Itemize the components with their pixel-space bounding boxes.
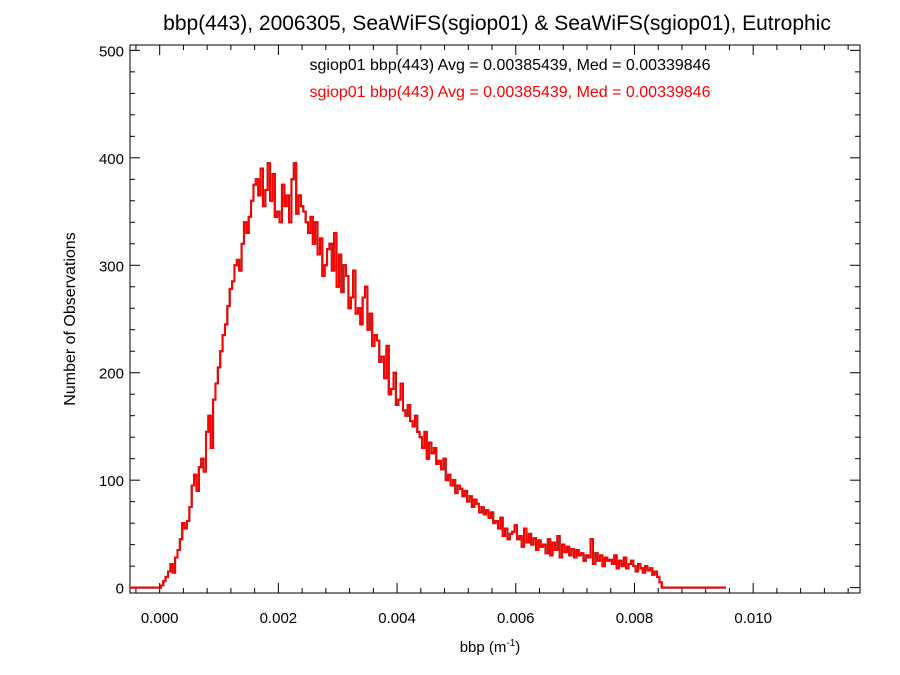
annotation-red: sgiop01 bbp(443) Avg = 0.00385439, Med =… xyxy=(310,84,711,101)
x-tick-label: 0.006 xyxy=(497,610,535,627)
plot-frame xyxy=(129,44,861,594)
y-tick-label: 500 xyxy=(99,43,124,60)
histogram-series-black xyxy=(130,162,726,589)
x-axis-tick-labels: 0.000 0.002 0.004 0.006 0.008 0.010 xyxy=(141,610,772,627)
y-axis-tick-labels: 0 100 200 300 400 500 xyxy=(99,43,124,597)
x-tick-label: 0.004 xyxy=(378,610,416,627)
y-tick-label: 200 xyxy=(99,366,124,383)
x-tick-label: 0.010 xyxy=(734,610,772,627)
y-axis-ticks xyxy=(130,49,860,589)
x-axis-ticks xyxy=(135,45,849,593)
y-tick-label: 100 xyxy=(99,473,124,490)
annotation-black: sgiop01 bbp(443) Avg = 0.00385439, Med =… xyxy=(310,57,711,74)
y-tick-label: 300 xyxy=(99,258,124,275)
x-tick-label: 0.008 xyxy=(616,610,654,627)
y-tick-label: 0 xyxy=(116,581,124,598)
y-axis-label: Number of Observations xyxy=(62,232,79,405)
chart-title: bbp(443), 2006305, SeaWiFS(sgiop01) & Se… xyxy=(163,12,831,35)
x-axis-label: bbp (m-1) xyxy=(460,638,521,656)
y-tick-label: 400 xyxy=(99,151,124,168)
x-tick-label: 0.002 xyxy=(260,610,298,627)
histogram-series-red xyxy=(130,162,726,589)
x-tick-label: 0.000 xyxy=(141,610,179,627)
